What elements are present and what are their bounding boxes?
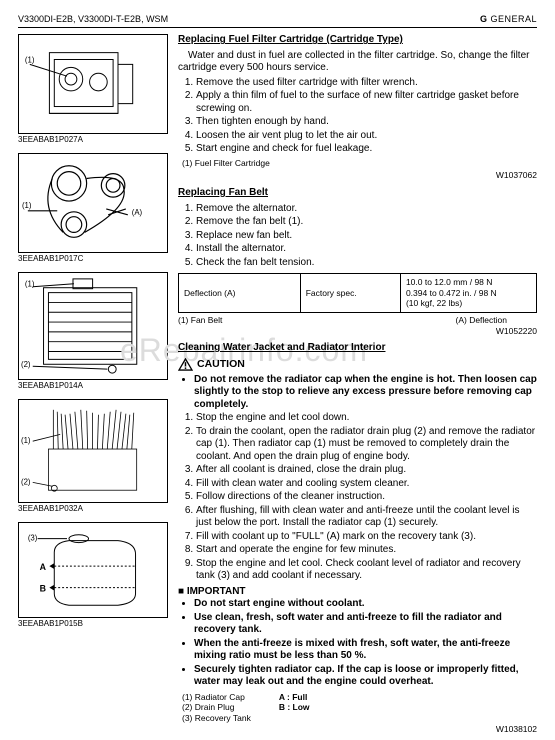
figure-1: (1) <box>18 34 168 134</box>
header-right: G GENERAL <box>480 14 537 25</box>
figure-2-caption: 3EEABAB1P017C <box>18 254 168 264</box>
list-item: To drain the coolant, open the radiator … <box>196 426 537 464</box>
list-item: Loosen the air vent plug to let the air … <box>196 130 537 143</box>
svg-text:A: A <box>39 562 46 572</box>
svg-text:(3): (3) <box>27 534 37 543</box>
sec2-steps: Remove the alternator. Remove the fan be… <box>196 203 537 270</box>
table-cell: Factory spec. <box>300 274 400 313</box>
svg-text:(2): (2) <box>21 478 31 487</box>
table-cell: 10.0 to 12.0 mm / 98 N 0.394 to 0.472 in… <box>400 274 536 313</box>
caution-heading: CAUTION <box>178 358 537 371</box>
list-item: Remove the fan belt (1). <box>196 216 537 229</box>
text-column: Replacing Fuel Filter Cartridge (Cartrid… <box>178 34 537 740</box>
figure-column: (1) 3EEABAB1P027A <box>18 34 168 740</box>
figure-2: (1) (A) <box>18 153 168 253</box>
figure-4-caption: 3EEABAB1P032A <box>18 504 168 514</box>
header-left: V3300DI-E2B, V3300DI-T-E2B, WSM <box>18 14 168 25</box>
sec3-steps: Stop the engine and let cool down. To dr… <box>196 412 537 583</box>
list-item: Stop the engine and let cool down. <box>196 412 537 425</box>
svg-text:(A): (A) <box>131 208 142 217</box>
svg-text:(2): (2) <box>21 360 31 369</box>
list-item: Fill with coolant up to "FULL" (A) mark … <box>196 531 537 544</box>
list-item: Follow directions of the cleaner instruc… <box>196 491 537 504</box>
figure-1-caption: 3EEABAB1P027A <box>18 135 168 145</box>
list-item: Do not start engine without coolant. <box>194 598 537 611</box>
list-item: Do not remove the radiator cap when the … <box>194 374 537 412</box>
svg-text:(1): (1) <box>25 280 35 289</box>
svg-text:B: B <box>39 584 45 594</box>
figure-1-wrap: (1) 3EEABAB1P027A <box>18 34 168 147</box>
list-item: Install the alternator. <box>196 243 537 256</box>
list-item: After flushing, fill with clean water an… <box>196 505 537 530</box>
list-item: Stop the engine and let cool. Check cool… <box>196 558 537 583</box>
sec3-wcode: W1038102 <box>178 724 537 735</box>
figure-5: (3) A B <box>18 522 168 618</box>
sec3-keys: (1) Radiator Cap (2) Drain Plug (3) Reco… <box>182 692 537 724</box>
figure-3-caption: 3EEABAB1P014A <box>18 381 168 391</box>
table-cell: Deflection (A) <box>179 274 301 313</box>
warning-icon <box>178 358 193 371</box>
list-item: Check the fan belt tension. <box>196 257 537 270</box>
deflection-table: Deflection (A) Factory spec. 10.0 to 12.… <box>178 273 537 313</box>
important-bullets: Do not start engine without coolant. Use… <box>194 598 537 689</box>
sec1-title: Replacing Fuel Filter Cartridge (Cartrid… <box>178 34 537 47</box>
caution-bullets: Do not remove the radiator cap when the … <box>194 374 537 412</box>
list-item: Start and operate the engine for few min… <box>196 544 537 557</box>
sec2-legend: (1) Fan Belt(A) Deflection <box>178 315 537 326</box>
list-item: Start engine and check for fuel leakage. <box>196 143 537 156</box>
svg-text:(1): (1) <box>24 56 34 65</box>
figure-3: (1) (2) <box>18 272 168 380</box>
svg-text:(1): (1) <box>21 201 31 210</box>
figure-4-wrap: (1) (2) 3EEABAB1P032A <box>18 399 168 516</box>
figure-3-wrap: (1) (2) 3EEABAB1P014A <box>18 272 168 393</box>
sec1-para: Water and dust in fuel are collected in … <box>178 50 537 75</box>
list-item: Use clean, fresh, soft water and anti-fr… <box>194 612 537 637</box>
sec1-steps: Remove the used filter cartridge with fi… <box>196 77 537 156</box>
figure-5-wrap: (3) A B 3EEABAB1P015B <box>18 522 168 631</box>
list-item: Fill with clean water and cooling system… <box>196 478 537 491</box>
list-item: Then tighten enough by hand. <box>196 116 537 129</box>
list-item: Securely tighten radiator cap. If the ca… <box>194 664 537 689</box>
list-item: Remove the alternator. <box>196 203 537 216</box>
sec2-title: Replacing Fan Belt <box>178 187 537 200</box>
important-heading: ■ IMPORTANT <box>178 586 537 599</box>
sec1-key: (1) Fuel Filter Cartridge <box>182 158 537 169</box>
page-header: V3300DI-E2B, V3300DI-T-E2B, WSM G GENERA… <box>18 14 537 28</box>
list-item: When the anti-freeze is mixed with fresh… <box>194 638 537 663</box>
figure-4: (1) (2) <box>18 399 168 503</box>
list-item: Remove the used filter cartridge with fi… <box>196 77 537 90</box>
sec2-wcode: W1052220 <box>178 326 537 337</box>
figure-2-wrap: (1) (A) 3EEABAB1P017C <box>18 153 168 266</box>
list-item: After all coolant is drained, close the … <box>196 464 537 477</box>
figure-5-caption: 3EEABAB1P015B <box>18 619 168 629</box>
sec3-title: Cleaning Water Jacket and Radiator Inter… <box>178 342 537 355</box>
svg-text:(1): (1) <box>21 436 31 445</box>
list-item: Apply a thin film of fuel to the surface… <box>196 90 537 115</box>
sec1-wcode: W1037062 <box>178 170 537 181</box>
list-item: Replace new fan belt. <box>196 230 537 243</box>
